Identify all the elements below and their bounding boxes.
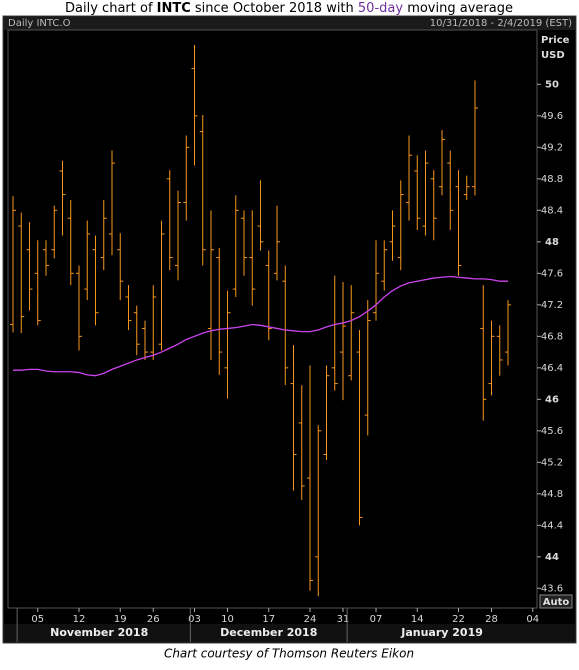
month-strip: [4, 624, 575, 642]
y-tick-label: 50: [545, 79, 559, 90]
y-axis-label: Price: [541, 35, 570, 46]
x-tick-label: 22: [452, 614, 465, 625]
x-tick-label: 12: [73, 614, 86, 625]
x-tick-label: 04: [526, 614, 539, 625]
x-tick-label: 24: [304, 614, 317, 625]
y-tick-label: 43.6: [541, 583, 563, 594]
x-tick-label: 07: [370, 614, 383, 625]
y-tick-label: 47.6: [541, 268, 563, 279]
x-tick-label: 14: [411, 614, 424, 625]
y-tick-label: 47.2: [541, 300, 563, 311]
title-part: since October 2018 with: [191, 1, 358, 16]
y-tick-label: 48.4: [541, 205, 563, 216]
x-tick-label: 28: [485, 614, 498, 625]
month-label: December 2018: [220, 626, 317, 639]
chart-title: Daily chart of INTC since October 2018 w…: [65, 1, 513, 16]
y-tick-label: 44.4: [541, 520, 563, 531]
title-part: 50-day: [358, 1, 403, 16]
x-tick-label: 10: [221, 614, 234, 625]
instrument: Daily INTC.O: [8, 18, 71, 29]
y-tick-label: 49.2: [541, 142, 563, 153]
y-tick-label: 45.2: [541, 457, 563, 468]
title-part: Daily chart of: [65, 1, 157, 16]
y-tick-label: 44.8: [541, 489, 563, 500]
title-part: moving average: [403, 1, 513, 16]
moving-average-line: [13, 275, 508, 377]
plot-area: [7, 29, 538, 609]
y-tick-label: 46: [545, 394, 559, 405]
date-range: 10/31/2018 - 2/4/2019 (EST): [430, 18, 572, 29]
y-tick-label: 45.6: [541, 426, 563, 437]
month-label: November 2018: [50, 626, 148, 639]
y-tick-label: 48.8: [541, 174, 563, 185]
x-tick-label: 17: [262, 614, 275, 625]
x-tick-label: 26: [147, 614, 160, 625]
title-part: INTC: [157, 1, 191, 16]
x-tick-label: 03: [188, 614, 201, 625]
y-tick-label: 46.8: [541, 331, 563, 342]
y-tick-label: 46.4: [541, 363, 563, 374]
y-tick-label: 49.6: [541, 111, 563, 122]
caption: Chart courtesy of Thomson Reuters Eikon: [164, 647, 414, 661]
y-tick-label: 48: [545, 237, 559, 248]
month-label: January 2019: [400, 626, 483, 639]
y-axis-label: USD: [541, 50, 565, 61]
auto-button-label[interactable]: Auto: [543, 597, 570, 608]
x-tick-label: 31: [337, 614, 350, 625]
x-tick-label: 05: [31, 614, 44, 625]
y-tick-label: 44: [545, 552, 559, 563]
header-strip: [4, 17, 575, 30]
x-tick-label: 19: [114, 614, 127, 625]
auto-button[interactable]: [539, 594, 573, 609]
